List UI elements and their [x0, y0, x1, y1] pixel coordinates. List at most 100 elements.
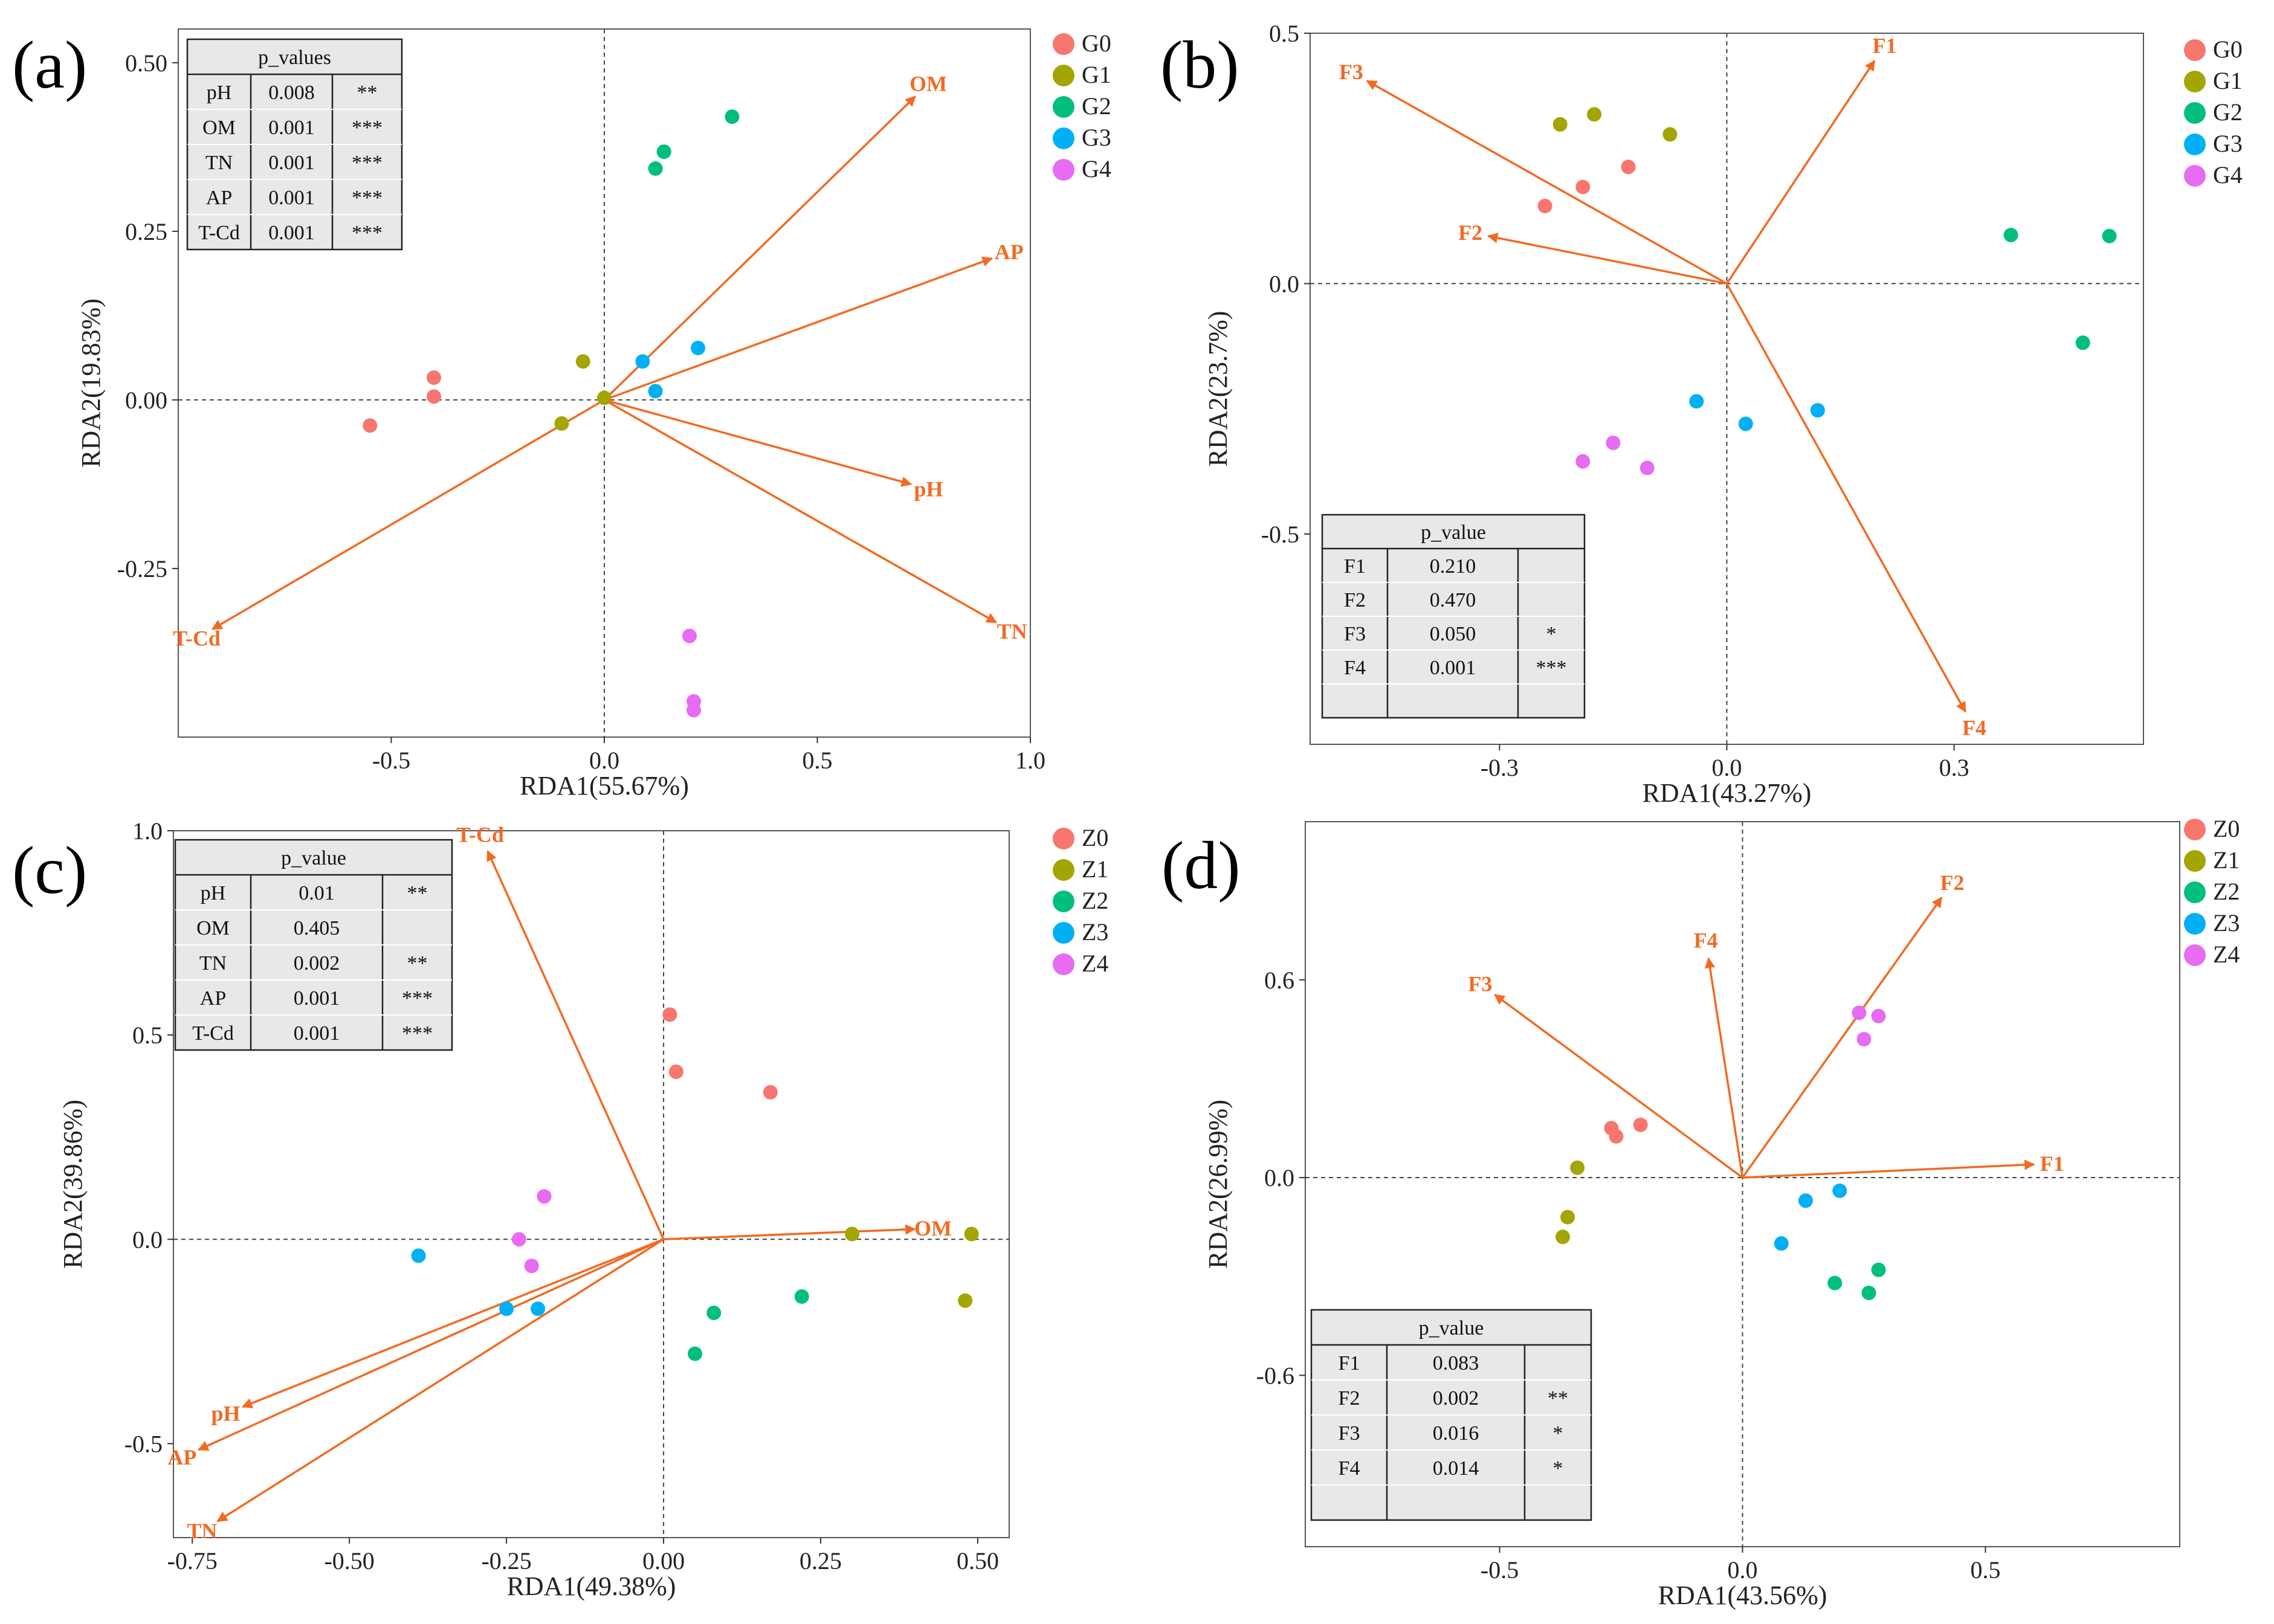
point-g0 [427, 389, 441, 404]
point-g2 [2075, 335, 2090, 350]
x-axis-title: RDA1(49.38%) [507, 1571, 676, 1601]
legend-label: G1 [2213, 67, 2243, 94]
arrow-label: OM [914, 1216, 952, 1240]
y-axis-title: RDA2(39.86%) [58, 1100, 88, 1269]
legend-label: Z4 [1082, 950, 1108, 977]
point-z4 [511, 1232, 526, 1247]
y-tick-label: 0.25 [125, 218, 167, 245]
table-variable: OM [202, 117, 236, 139]
arrow-label: AP [995, 240, 1024, 264]
point-z0 [1609, 1129, 1624, 1144]
y-axis-title: RDA2(19.83%) [76, 298, 106, 468]
x-tick-label: -0.5 [1481, 1556, 1519, 1584]
arrow-label: T-Cd [456, 822, 504, 846]
table-p-value: 0.002 [294, 952, 340, 975]
arrow-label: F1 [1873, 34, 1897, 58]
arrow-f1 [1742, 1159, 2035, 1179]
table-variable: F2 [1339, 1387, 1360, 1410]
y-tick-label: 1.0 [132, 817, 163, 845]
x-axis-title: RDA1(55.67%) [520, 771, 689, 801]
x-tick-label: -0.5 [372, 747, 410, 774]
table-significance: ** [407, 882, 428, 904]
legend-key-g4 [1053, 159, 1074, 181]
legend-key-z1 [1053, 859, 1074, 881]
legend-key-g1 [1053, 65, 1074, 86]
point-z0 [668, 1065, 683, 1080]
point-z4 [1856, 1032, 1872, 1046]
y-tick-label: -0.5 [1261, 521, 1299, 548]
p-value-table: p_values pH 0.008 ** OM 0.001 *** TN 0.001 *** AP 0… [186, 38, 403, 251]
y-tick-label: 0.0 [1269, 270, 1299, 297]
arrow-f3 [1366, 80, 1728, 285]
table-p-value: 0.01 [299, 882, 335, 904]
legend-label: Z2 [1082, 887, 1108, 914]
table-p-value: 0.002 [1433, 1387, 1479, 1410]
legend-label: Z0 [2213, 815, 2240, 842]
table-p-value: 0.008 [268, 82, 315, 104]
point-g2 [2003, 228, 2018, 243]
table-variable: F4 [1339, 1457, 1360, 1480]
table-variable: F2 [1344, 589, 1366, 611]
point-z1 [1560, 1210, 1575, 1225]
legend-key-z0 [2184, 819, 2206, 840]
arrow-label: pH [914, 477, 943, 501]
arrow-label: TN [997, 619, 1027, 643]
table-title: p_value [281, 847, 346, 869]
legend-key-g1 [2184, 71, 2206, 92]
y-axis-title: RDA2(23.7%) [1203, 311, 1233, 467]
point-g1 [575, 354, 590, 369]
arrow-label: F4 [1962, 715, 1986, 740]
table-variable: T-Cd [192, 1022, 234, 1045]
legend-label: G4 [1082, 155, 1111, 182]
table-variable: TN [205, 152, 233, 174]
table-significance: *** [352, 187, 383, 209]
y-tick-label: 0.6 [1264, 967, 1294, 994]
point-z4 [1852, 1005, 1867, 1020]
x-tick-label: 0.5 [803, 747, 833, 774]
arrow-om [603, 95, 916, 401]
point-g2 [648, 161, 663, 176]
table-significance: ** [407, 952, 428, 975]
arrow-label: pH [211, 1402, 240, 1426]
y-tick-label: -0.25 [117, 555, 167, 582]
arrow-label: F1 [2040, 1152, 2064, 1176]
arrow-label: F2 [1940, 871, 1964, 895]
arrow-tn [216, 1238, 665, 1522]
x-tick-label: 0.0 [1712, 754, 1742, 781]
table-significance: * [1553, 1422, 1563, 1445]
point-z2 [1827, 1275, 1843, 1290]
legend-label: Z1 [1082, 856, 1108, 883]
table-significance: * [1553, 1457, 1563, 1480]
arrow-label: TN [187, 1519, 217, 1543]
table-p-value: 0.210 [1430, 555, 1476, 578]
point-z1 [958, 1293, 973, 1308]
y-tick-label: -0.6 [1256, 1362, 1294, 1389]
point-g4 [1639, 460, 1655, 475]
point-g4 [1606, 436, 1621, 451]
point-g1 [1552, 117, 1568, 132]
y-tick-label: 0.0 [1264, 1164, 1294, 1191]
table-variable: F1 [1339, 1352, 1360, 1374]
point-z2 [794, 1289, 809, 1304]
arrow-ph [604, 399, 913, 487]
legend-key-z4 [1053, 953, 1074, 975]
table-significance: *** [352, 117, 383, 139]
point-z3 [1798, 1193, 1814, 1208]
p-value-table: p_value F1 0.083 F2 0.002 ** F3 0.016 * F4 0.014 * [1310, 1309, 1592, 1521]
table-significance: *** [402, 1022, 433, 1045]
point-g4 [682, 628, 697, 643]
table-p-value: 0.001 [268, 222, 315, 244]
table-title: p_value [1419, 1317, 1484, 1339]
point-g1 [597, 390, 612, 405]
x-tick-label: -0.75 [167, 1547, 218, 1574]
table-variable: AP [200, 987, 226, 1010]
arrow-label: F3 [1468, 972, 1492, 996]
point-z1 [1555, 1229, 1571, 1245]
plot-frame [173, 830, 1010, 1538]
point-g0 [1621, 160, 1636, 175]
table-p-value: 0.001 [294, 1022, 340, 1045]
legend-key-g2 [2184, 102, 2206, 124]
point-g3 [691, 340, 706, 355]
panel-label: (b) [1160, 28, 1239, 103]
